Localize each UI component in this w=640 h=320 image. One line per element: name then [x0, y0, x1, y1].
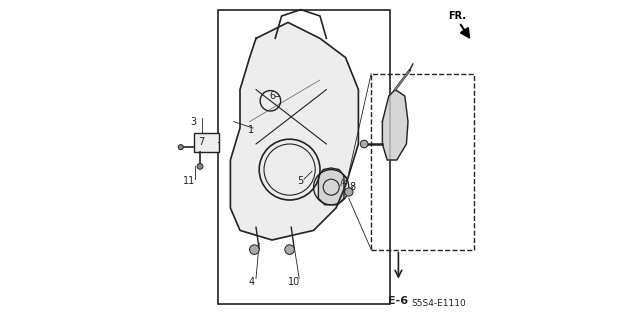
Circle shape	[197, 164, 203, 169]
Bar	[218, 10, 390, 304]
Circle shape	[285, 245, 294, 254]
Circle shape	[344, 188, 353, 196]
Circle shape	[250, 245, 259, 254]
Bar	[371, 74, 474, 250]
Text: 7: 7	[198, 137, 205, 148]
Text: 1: 1	[248, 124, 254, 135]
Text: 8: 8	[349, 182, 355, 192]
Text: 2: 2	[341, 176, 347, 186]
Circle shape	[178, 145, 184, 150]
Text: 10: 10	[288, 276, 301, 287]
Text: E-6: E-6	[388, 296, 408, 306]
Text: S5S4-E1110: S5S4-E1110	[411, 300, 466, 308]
Text: 6: 6	[269, 91, 275, 101]
Text: 4: 4	[248, 276, 254, 287]
Text: FR.: FR.	[448, 11, 466, 21]
Polygon shape	[319, 168, 344, 205]
Text: 11: 11	[182, 176, 195, 186]
Text: 3: 3	[191, 116, 196, 127]
Bar	[193, 133, 219, 152]
Polygon shape	[230, 22, 358, 240]
Text: 5: 5	[298, 176, 304, 186]
Circle shape	[360, 140, 368, 148]
Polygon shape	[383, 90, 408, 160]
